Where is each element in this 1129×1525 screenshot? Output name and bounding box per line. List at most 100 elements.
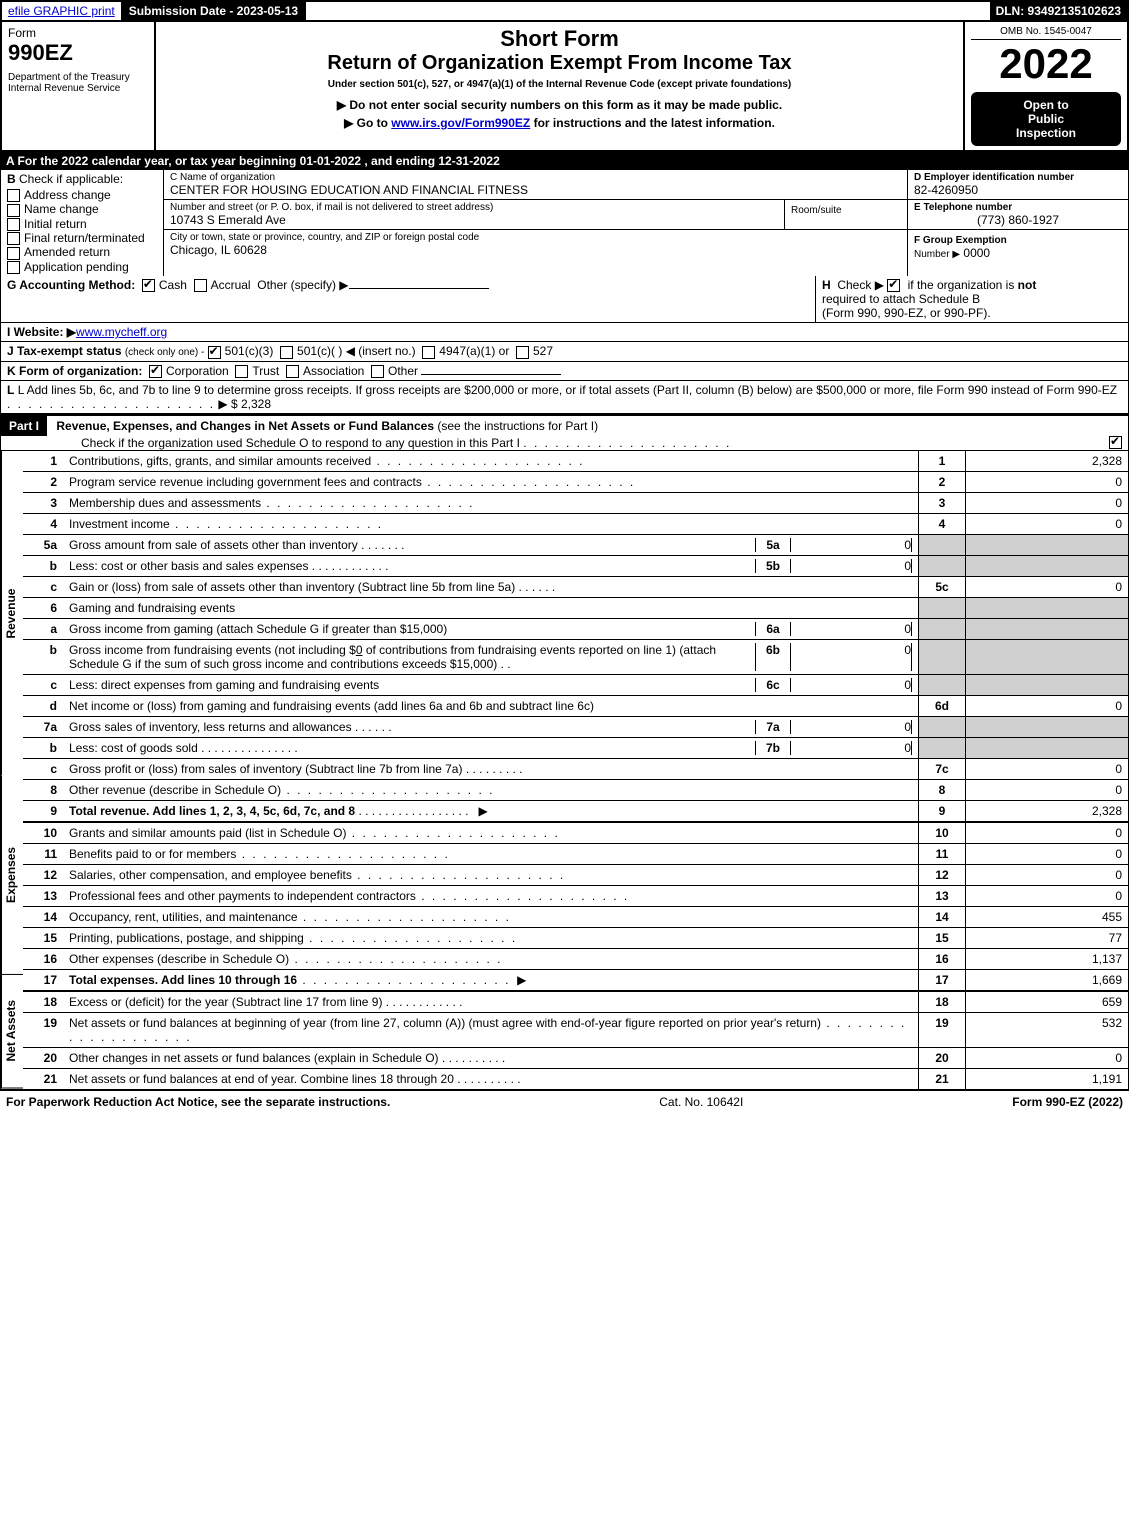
- g-other-input[interactable]: [349, 288, 489, 289]
- arrow-icon: ▶: [478, 804, 487, 818]
- table-row: 16Other expenses (describe in Schedule O…: [23, 948, 1128, 969]
- line-text: Gain or (loss) from sale of assets other…: [69, 580, 515, 594]
- box-b: B Check if applicable: Address change Na…: [1, 170, 164, 276]
- line-text: Net assets or fund balances at end of ye…: [69, 1072, 454, 1086]
- dots-icon: [7, 397, 215, 411]
- f-label2: Number ▶: [914, 249, 960, 260]
- dln: DLN: 93492135102623: [990, 2, 1127, 20]
- goto-link[interactable]: www.irs.gov/Form990EZ: [391, 116, 530, 130]
- chk-527[interactable]: [516, 346, 529, 359]
- street-label: Number and street (or P. O. box, if mail…: [170, 202, 778, 213]
- line-text: Benefits paid to or for members: [69, 847, 236, 861]
- line-value: 1,669: [966, 969, 1129, 991]
- line-value: 0: [966, 885, 1129, 906]
- line-value: 0: [966, 471, 1129, 492]
- k-prefix: K Form of organization:: [7, 364, 142, 378]
- dots-icon: [371, 454, 584, 468]
- table-row: 11Benefits paid to or for members110: [23, 843, 1128, 864]
- city-value: Chicago, IL 60628: [170, 243, 901, 257]
- info-block: B Check if applicable: Address change Na…: [0, 170, 1129, 276]
- table-row: 13Professional fees and other payments t…: [23, 885, 1128, 906]
- gross-receipts-value: 2,328: [241, 397, 271, 411]
- part-i-header: Part I Revenue, Expenses, and Changes in…: [0, 414, 1129, 451]
- header-right: OMB No. 1545-0047 2022 Open to Public In…: [965, 22, 1127, 150]
- g-accrual: Accrual: [211, 278, 251, 292]
- chk-association[interactable]: [286, 365, 299, 378]
- header-left: Form 990EZ Department of the Treasury In…: [2, 22, 156, 150]
- goto-prefix: ▶ Go to: [344, 116, 391, 130]
- g-cash: Cash: [159, 278, 187, 292]
- line-value: 77: [966, 927, 1129, 948]
- title-short-form: Short Form: [162, 26, 957, 52]
- side-expenses: Expenses: [1, 776, 23, 975]
- opt-pending: Application pending: [24, 260, 129, 274]
- chk-application-pending[interactable]: [7, 261, 20, 274]
- line-text: Investment income: [69, 517, 170, 531]
- chk-accrual[interactable]: [194, 279, 207, 292]
- k-other: Other: [388, 364, 418, 378]
- chk-501c[interactable]: [280, 346, 293, 359]
- chk-h[interactable]: [887, 279, 900, 292]
- table-row: bLess: cost of goods sold . . . . . . . …: [23, 737, 1128, 758]
- subline-value: 0: [791, 538, 912, 552]
- line-text: Net assets or fund balances at beginning…: [69, 1016, 821, 1030]
- dots-icon: [298, 910, 511, 924]
- table-row: 10Grants and similar amounts paid (list …: [23, 822, 1128, 844]
- i-prefix: I Website: ▶: [7, 325, 76, 339]
- lines-table: 1Contributions, gifts, grants, and simil…: [23, 451, 1128, 1089]
- line-text: Less: cost of goods sold: [69, 741, 198, 755]
- chk-corporation[interactable]: [149, 365, 162, 378]
- g-other: Other (specify) ▶: [257, 278, 348, 292]
- c-name-label: C Name of organization: [170, 172, 901, 183]
- chk-initial-return[interactable]: [7, 218, 20, 231]
- chk-name-change[interactable]: [7, 204, 20, 217]
- h-text2: if the organization is: [908, 278, 1018, 292]
- line-text: Salaries, other compensation, and employ…: [69, 868, 352, 882]
- dots-icon: [236, 847, 449, 861]
- row-h: H Check ▶ if the organization is not req…: [815, 276, 1128, 322]
- chk-other-org[interactable]: [371, 365, 384, 378]
- line-text: Gross amount from sale of assets other t…: [69, 538, 358, 552]
- section-a: A For the 2022 calendar year, or tax yea…: [0, 152, 1129, 170]
- k-other-input[interactable]: [421, 374, 561, 375]
- line-text: Grants and similar amounts paid (list in…: [69, 826, 346, 840]
- d-label: D Employer identification number: [914, 172, 1122, 183]
- line-value: 0: [966, 576, 1129, 597]
- website-link[interactable]: www.mycheff.org: [76, 325, 167, 339]
- form-header: Form 990EZ Department of the Treasury In…: [0, 22, 1129, 152]
- title-return: Return of Organization Exempt From Incom…: [162, 52, 957, 75]
- row-k: K Form of organization: Corporation Trus…: [0, 362, 1129, 381]
- chk-final-return[interactable]: [7, 232, 20, 245]
- row-g: G Accounting Method: Cash Accrual Other …: [1, 276, 815, 322]
- part-i-body: Revenue Expenses Net Assets 1Contributio…: [0, 451, 1129, 1090]
- chk-4947[interactable]: [422, 346, 435, 359]
- opt-name: Name change: [24, 202, 99, 216]
- table-row: bGross income from fundraising events (n…: [23, 639, 1128, 674]
- dots-icon: [297, 973, 510, 987]
- j-opt2: 501(c)( ) ◀ (insert no.): [297, 344, 416, 358]
- table-row: 14Occupancy, rent, utilities, and mainte…: [23, 906, 1128, 927]
- part-i-title: Revenue, Expenses, and Changes in Net As…: [56, 419, 434, 433]
- line-value: 0: [966, 492, 1129, 513]
- chk-trust[interactable]: [235, 365, 248, 378]
- table-row: 15Printing, publications, postage, and s…: [23, 927, 1128, 948]
- chk-address-change[interactable]: [7, 189, 20, 202]
- efile-link[interactable]: efile GRAPHIC print: [2, 2, 123, 20]
- chk-amended-return[interactable]: [7, 247, 20, 260]
- chk-501c3[interactable]: [208, 346, 221, 359]
- dots-icon: [281, 783, 494, 797]
- subline-value: 0: [791, 622, 912, 636]
- row-gh: G Accounting Method: Cash Accrual Other …: [0, 276, 1129, 323]
- line-value: 455: [966, 906, 1129, 927]
- subline-value: 0: [791, 559, 912, 573]
- k-assoc: Association: [303, 364, 364, 378]
- open-to-public-badge: Open to Public Inspection: [971, 92, 1121, 146]
- part-i-check-note: Check if the organization used Schedule …: [1, 434, 737, 452]
- h-not: not: [1018, 278, 1037, 292]
- table-row: 12Salaries, other compensation, and empl…: [23, 864, 1128, 885]
- chk-schedule-o[interactable]: [1109, 436, 1122, 449]
- ein-value: 82-4260950: [914, 183, 1122, 197]
- chk-cash[interactable]: [142, 279, 155, 292]
- line-value: 0: [966, 779, 1129, 800]
- efile-anchor[interactable]: efile GRAPHIC print: [8, 4, 115, 18]
